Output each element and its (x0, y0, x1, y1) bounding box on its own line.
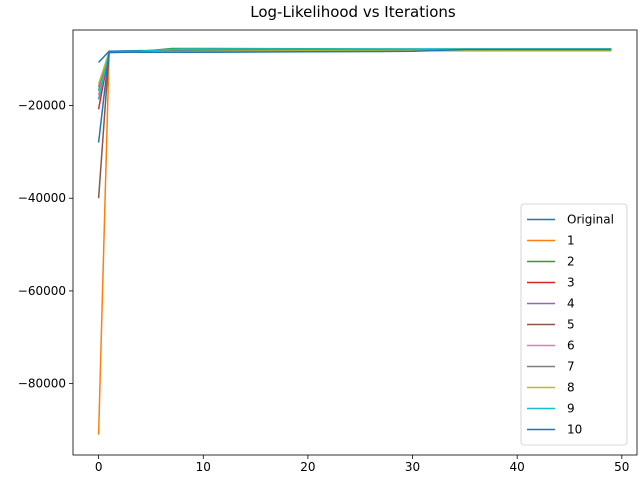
x-tick-label: 0 (95, 460, 103, 474)
x-tick-label: 20 (300, 460, 315, 474)
y-tick-label: −40000 (18, 191, 66, 205)
y-tick-label: −60000 (18, 284, 66, 298)
plot-frame (72, 29, 638, 456)
x-tick-label: 10 (196, 460, 211, 474)
legend-label-2: 2 (567, 255, 575, 269)
legend-label-1: 1 (567, 234, 575, 248)
x-axis: 0 10 20 30 40 50 (95, 455, 629, 474)
legend-label-10: 10 (567, 423, 582, 437)
legend-label-0: Original (567, 213, 614, 227)
legend: Original 1 2 3 4 5 6 7 8 9 10 (520, 203, 628, 446)
y-tick-label: −20000 (18, 99, 66, 113)
y-tick-label: −80000 (18, 377, 66, 391)
legend-label-4: 4 (567, 297, 575, 311)
legend-box (520, 203, 628, 446)
legend-label-9: 9 (567, 402, 575, 416)
legend-label-3: 3 (567, 276, 575, 290)
x-tick-label: 50 (614, 460, 629, 474)
legend-label-7: 7 (567, 360, 575, 374)
series-group (97, 47, 612, 435)
chart-title: Log-Likelihood vs Iterations (250, 3, 456, 21)
series-line-10 (97, 48, 612, 143)
x-tick-label: 30 (405, 460, 420, 474)
legend-label-6: 6 (567, 339, 575, 353)
legend-label-5: 5 (567, 318, 575, 332)
legend-label-8: 8 (567, 381, 575, 395)
y-axis: −20000 −40000 −60000 −80000 (18, 99, 73, 391)
x-tick-label: 40 (510, 460, 525, 474)
